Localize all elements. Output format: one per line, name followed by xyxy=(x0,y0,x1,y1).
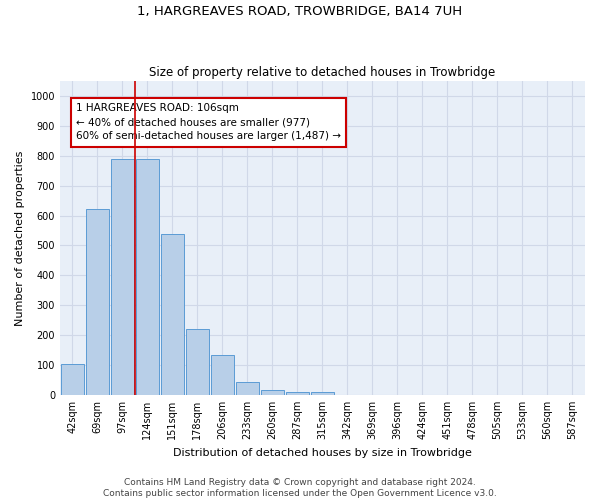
Bar xyxy=(286,392,309,395)
X-axis label: Distribution of detached houses by size in Trowbridge: Distribution of detached houses by size … xyxy=(173,448,472,458)
Text: 1 HARGREAVES ROAD: 106sqm
← 40% of detached houses are smaller (977)
60% of semi: 1 HARGREAVES ROAD: 106sqm ← 40% of detac… xyxy=(76,104,341,142)
Bar xyxy=(136,159,158,395)
Text: Contains HM Land Registry data © Crown copyright and database right 2024.
Contai: Contains HM Land Registry data © Crown c… xyxy=(103,478,497,498)
Bar xyxy=(311,392,334,395)
Text: 1, HARGREAVES ROAD, TROWBRIDGE, BA14 7UH: 1, HARGREAVES ROAD, TROWBRIDGE, BA14 7UH xyxy=(137,5,463,18)
Bar xyxy=(161,234,184,395)
Title: Size of property relative to detached houses in Trowbridge: Size of property relative to detached ho… xyxy=(149,66,496,78)
Bar xyxy=(111,159,134,395)
Bar xyxy=(211,355,233,395)
Bar xyxy=(186,329,209,395)
Bar xyxy=(86,209,109,395)
Bar xyxy=(261,390,284,395)
Bar xyxy=(236,382,259,395)
Bar xyxy=(61,364,83,395)
Y-axis label: Number of detached properties: Number of detached properties xyxy=(15,150,25,326)
